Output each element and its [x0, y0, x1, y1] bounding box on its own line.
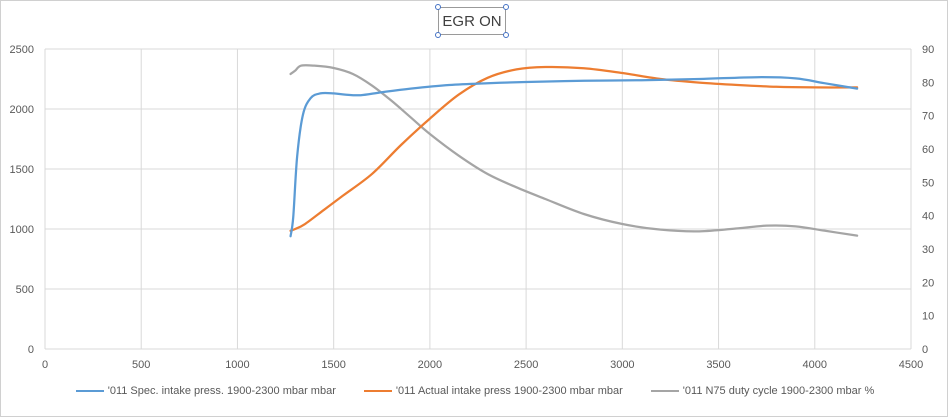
title-handle-bottom-right[interactable] — [503, 32, 509, 38]
tick-layer: 0 500 1000 1500 2000 2500 3000 3500 4000 45000500… — [10, 44, 935, 371]
legend-label-n75-duty: '011 N75 duty cycle 1900-2300 mbar % — [682, 385, 875, 397]
y-right-tick-label: 80 — [922, 77, 934, 89]
series-layer — [289, 64, 859, 238]
x-tick-label: 3500 — [706, 359, 730, 371]
y-right-tick-label: 0 — [922, 344, 928, 356]
legend-label-spec-intake: '011 Spec. intake press. 1900-2300 mbar … — [107, 385, 336, 397]
y-left-tick-label: 2500 — [10, 44, 34, 56]
x-tick-label: 1000 — [225, 359, 249, 371]
y-right-tick-label: 60 — [922, 144, 934, 156]
grid-layer — [44, 48, 912, 350]
x-tick-label: 0 — [42, 359, 48, 371]
x-tick-label: 3000 — [610, 359, 634, 371]
series-line-spec-intake — [289, 76, 859, 238]
series-line-actual-intake — [289, 65, 859, 232]
x-tick-label: 1500 — [321, 359, 345, 371]
legend-swatch-n75-duty — [650, 390, 679, 392]
x-tick-label: 2500 — [514, 359, 538, 371]
legend-swatch-spec-intake — [75, 390, 104, 392]
y-right-tick-label: 20 — [922, 277, 934, 289]
y-left-tick-label: 0 — [28, 344, 34, 356]
x-tick-label: 500 — [132, 359, 150, 371]
y-left-tick-label: 500 — [16, 284, 34, 296]
legend-item-n75-duty[interactable]: '011 N75 duty cycle 1900-2300 mbar % — [650, 382, 875, 400]
y-right-tick-label: 40 — [922, 211, 934, 223]
y-left-tick-label: 2000 — [10, 104, 34, 116]
x-tick-label: 2000 — [418, 359, 442, 371]
x-tick-label: 4000 — [803, 359, 827, 371]
y-right-tick-label: 30 — [922, 244, 934, 256]
legend-item-actual-intake[interactable]: '011 Actual intake press 1900-2300 mbar … — [363, 382, 623, 400]
title-handle-top-left[interactable] — [435, 4, 441, 10]
title-handle-top-right[interactable] — [503, 4, 509, 10]
legend-label-actual-intake: '011 Actual intake press 1900-2300 mbar … — [395, 385, 623, 397]
legend-swatch-actual-intake — [363, 390, 392, 392]
x-tick-label: 4500 — [899, 359, 923, 371]
y-left-tick-label: 1000 — [10, 224, 34, 236]
legend: '011 Spec. intake press. 1900-2300 mbar … — [1, 382, 948, 400]
y-right-tick-label: 90 — [922, 44, 934, 56]
y-right-tick-label: 50 — [922, 177, 934, 189]
y-right-tick-label: 10 — [922, 311, 934, 323]
y-left-tick-label: 1500 — [10, 164, 34, 176]
y-right-tick-label: 70 — [922, 111, 934, 123]
title-handle-bottom-left[interactable] — [435, 32, 441, 38]
legend-item-spec-intake[interactable]: '011 Spec. intake press. 1900-2300 mbar … — [75, 382, 336, 400]
chart-title[interactable]: EGR ON — [438, 7, 506, 35]
series-line-n75-duty — [289, 64, 859, 237]
